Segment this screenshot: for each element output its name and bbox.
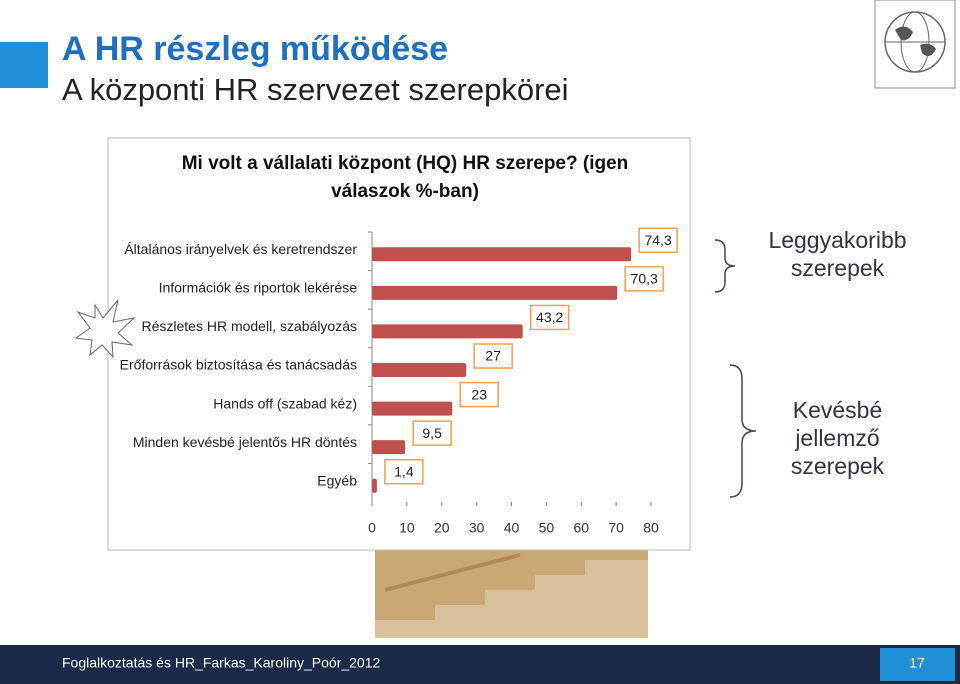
logo [874,0,956,89]
bar [372,401,453,416]
value-label: 27 [485,348,501,364]
x-tick-label: 50 [539,520,555,536]
value-label: 1,4 [394,463,414,479]
bar [372,478,377,493]
value-label: 74,3 [644,232,671,248]
value-label: 43,2 [536,309,563,325]
x-tick-label: 70 [608,520,624,536]
note: Leggyakoribb szerepek [768,227,907,281]
value-label-box [459,381,499,408]
rail [384,553,521,592]
slide-title: A HR részleg működése [62,30,449,68]
y-tick-label: Információk és riportok lekérése [159,280,358,296]
bar [372,285,618,300]
y-tick-label: Minden kevésbé jelentős HR döntés [133,434,357,450]
chart-title: Mi volt a vállalati központ (HQ) HR szer… [181,153,629,202]
stairs [375,560,648,638]
accent-square [0,42,48,88]
value-label-box [473,343,513,369]
bar [372,440,406,455]
y-tick-label: Általános irányelvek és keretrendszer [124,241,357,257]
page-box [880,648,955,681]
y-tick-label: Hands off (szabad kéz) [213,395,357,411]
x-tick-label: 20 [434,520,450,536]
starburst [74,299,136,359]
brace [714,239,736,293]
x-tick-label: 60 [573,520,589,536]
footer-text: Foglalkoztatás és HR_Farkas_Karoliny_Poó… [62,655,380,671]
page-number: 17 [909,655,925,671]
y-tick-label: Egyéb [317,472,357,488]
y-tick-label: Erőforrások biztosítása és tanácsadás [120,357,357,373]
value-label-box [529,304,570,331]
value-label-box [624,266,664,292]
x-tick-label: 10 [399,520,415,536]
x-tick-label: 0 [368,520,376,536]
bar [372,324,523,339]
x-tick-label: 80 [643,520,659,536]
bar [372,247,632,262]
value-label-box [384,458,424,485]
brace [729,364,757,498]
footer-bar [0,645,960,684]
x-tick-label: 40 [504,520,520,536]
value-label: 9,5 [422,425,442,441]
note: Kevésbé jellemző szerepek [790,397,885,479]
slide-subtitle: A központi HR szervezet szerepkörei [62,72,569,107]
value-label: 70,3 [631,271,658,287]
value-label-box [638,227,678,254]
value-label: 23 [471,386,487,402]
x-tick-label: 30 [469,520,485,536]
chart: 0 10 20 30 40 50 60 70 80 Általános irányelvek és… [120,227,678,536]
value-label-box [412,420,452,446]
y-tick-label: Részletes HR modell, szabályozás [141,318,357,334]
bar [372,363,467,377]
